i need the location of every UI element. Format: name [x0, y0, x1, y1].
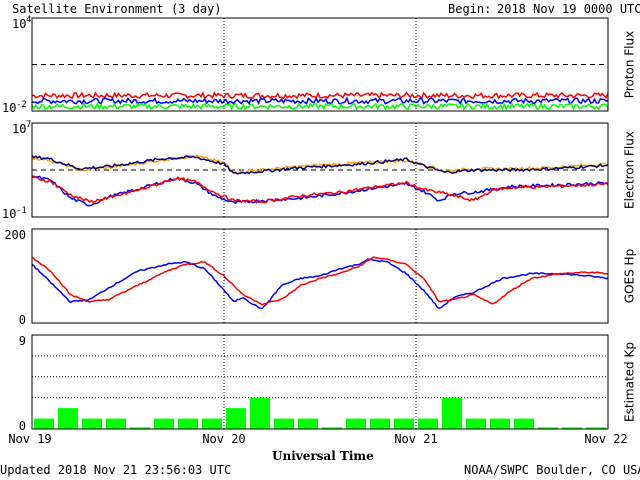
kp-bar — [178, 418, 198, 429]
hp-series-blue — [31, 258, 609, 310]
updated-timestamp: Updated 2018 Nov 21 23:56:03 UTC — [0, 463, 232, 477]
kp-bar — [250, 397, 270, 429]
kp-bar — [490, 418, 510, 429]
kp-bar — [130, 427, 150, 429]
begin-label: Begin: — [448, 2, 492, 16]
hp-y-tick-top: 200 — [4, 228, 26, 242]
proton-series-blue — [31, 96, 609, 105]
kp-bar — [58, 408, 78, 429]
kp-bar — [562, 427, 582, 429]
proton-series-red — [31, 91, 609, 100]
hp-panel-frame — [31, 228, 609, 324]
x-axis-label: Universal Time — [272, 449, 374, 463]
kp-bar — [154, 418, 174, 429]
x-tick-label: Nov 22 — [584, 432, 627, 446]
proton-series-green — [31, 101, 609, 111]
kp-bar — [394, 418, 414, 429]
kp-axis-label: Estimated Kp — [623, 342, 637, 422]
x-tick-label: Nov 21 — [394, 432, 437, 446]
kp-bar — [226, 408, 246, 429]
electron-y-tick-top: 10 — [12, 122, 26, 136]
proton-panel-frame — [31, 17, 609, 112]
kp-bar — [274, 418, 294, 429]
hp-axis-label: GOES Hp — [623, 249, 637, 303]
electron-y-tick-top-exp: 7 — [26, 120, 31, 130]
kp-bar — [82, 418, 102, 429]
hp-series-red — [31, 256, 609, 306]
kp-bar — [202, 418, 222, 429]
x-tick-label: Nov 20 — [202, 432, 245, 446]
kp-bar — [586, 427, 606, 429]
kp-bar — [514, 418, 534, 429]
kp-bar — [538, 427, 558, 429]
kp-bar — [298, 418, 318, 429]
electron-y-tick-bottom: 10 — [2, 207, 16, 221]
kp-y-tick-bottom: 0 — [19, 419, 26, 433]
electron-series-red — [31, 175, 609, 205]
proton-y-tick-bottom-exp: -2 — [16, 100, 27, 110]
proton-y-tick-top: 10 — [12, 17, 26, 31]
x-tick-label: Nov 19 — [8, 432, 51, 446]
begin-value: 2018 Nov 19 0000 UTC — [497, 2, 640, 16]
electron-series-blue — [31, 175, 609, 207]
electron-series-orange — [31, 154, 609, 175]
proton-axis-label: Proton Flux — [623, 31, 637, 98]
kp-bar — [106, 418, 126, 429]
kp-bar — [370, 418, 390, 429]
proton-y-tick-bottom: 10 — [2, 101, 16, 115]
proton-y-tick-top-exp: 4 — [26, 15, 31, 25]
kp-bar — [466, 418, 486, 429]
hp-y-tick-bottom: 0 — [19, 313, 26, 327]
electron-axis-label: Electron Flux — [623, 131, 637, 209]
page-title: Satellite Environment (3 day) — [12, 2, 222, 16]
kp-bar — [34, 418, 54, 429]
electron-y-tick-bottom-exp: -1 — [16, 206, 27, 216]
kp-bar — [418, 418, 438, 429]
kp-bar — [322, 427, 342, 429]
electron-series-navy — [31, 155, 609, 175]
kp-bar — [442, 397, 462, 429]
kp-panel-frame — [31, 334, 609, 430]
credit-text: NOAA/SWPC Boulder, CO USA — [464, 463, 640, 477]
kp-bar — [346, 418, 366, 429]
kp-y-tick-top: 9 — [19, 334, 26, 348]
electron-panel-frame — [31, 122, 609, 218]
